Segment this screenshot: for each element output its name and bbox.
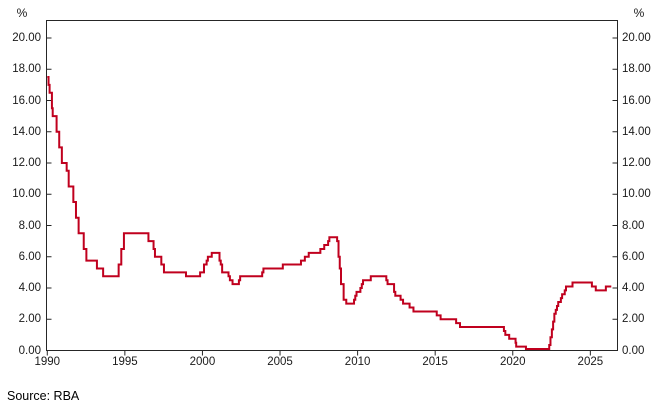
x-axis-tick-label: 2020 — [499, 356, 526, 368]
y-axis-tick-label: 8.00 — [622, 219, 645, 232]
y-axis-tick-label: 18.00 — [622, 63, 651, 76]
y-axis-tick-label: 10.00 — [622, 188, 651, 201]
x-axis-tick-label: 2005 — [267, 356, 293, 368]
y-axis-tick-label: 0.00 — [622, 344, 645, 357]
y-axis-tick-label: 4.00 — [18, 282, 41, 294]
y-axis-labels-right: 0.00 2.00 4.00 6.00 8.00 10.00 12.00 14.00 16.00… — [622, 0, 658, 408]
x-axis-tick-label: 2025 — [577, 356, 604, 368]
y-axis-tick-label: 6.00 — [18, 250, 41, 263]
x-axis-tick-label: 2015 — [422, 356, 448, 368]
y-axis-tick-label: 14.00 — [12, 125, 41, 138]
y-axis-tick-label: 2.00 — [18, 313, 41, 326]
y-axis-unit-label-right: % — [633, 6, 645, 20]
x-axis-tick-label: 1995 — [112, 356, 138, 368]
x-axis-tick-label: 1990 — [34, 356, 61, 368]
y-axis-tick-label: 12.00 — [622, 157, 651, 169]
y-axis-tick-label: 8.00 — [18, 219, 41, 232]
y-axis-tick-label: 6.00 — [622, 250, 645, 263]
x-axis-tick-label: 2000 — [189, 356, 216, 368]
y-axis-tick-label: 20.00 — [12, 32, 41, 44]
y-axis-tick-label: 12.00 — [12, 157, 41, 169]
y-axis-tick-label: 4.00 — [622, 282, 645, 294]
y-axis-tick-label: 10.00 — [12, 188, 41, 201]
plot-frame — [46, 20, 618, 351]
y-axis-labels-left: 0.00 2.00 4.00 6.00 8.00 10.00 12.00 14.00 16.00… — [3, 0, 41, 408]
y-axis-unit-label-left: % — [16, 6, 28, 20]
interest-rate-line — [47, 76, 612, 350]
y-axis-tick-label: 18.00 — [12, 63, 41, 76]
y-axis-tick-label: 0.00 — [18, 344, 41, 357]
y-axis-tick-label: 16.00 — [12, 94, 41, 107]
y-axis-tick-label: 2.00 — [622, 313, 645, 326]
x-axis-labels: 1990 1995 2000 2005 2010 2015 2020 2025 — [0, 356, 658, 372]
y-axis-tick-label: 14.00 — [622, 125, 651, 138]
y-axis-tick-label: 20.00 — [622, 32, 651, 44]
source-note: Source: RBA — [7, 389, 80, 403]
y-axis-tick-label: 16.00 — [622, 94, 651, 107]
x-axis-tick-label: 2010 — [344, 356, 371, 368]
